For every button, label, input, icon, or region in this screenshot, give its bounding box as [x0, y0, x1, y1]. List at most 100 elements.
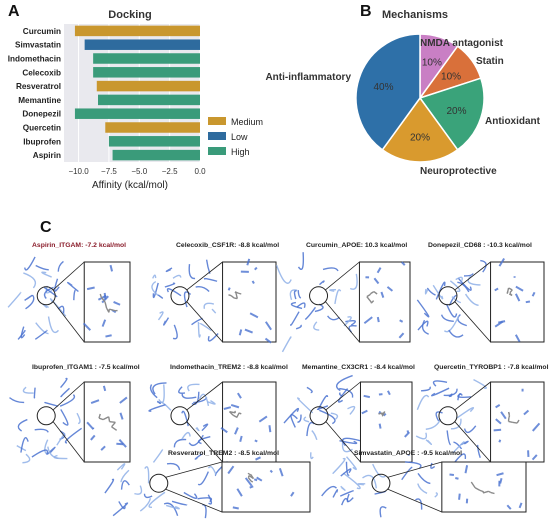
x-tick-label: −7.5: [101, 167, 117, 176]
structure-thumbnail: Indomethacin_TREM2 : -8.8 kcal/mol: [148, 364, 288, 463]
protein-ribbon: [151, 259, 219, 342]
protein-ribbon: [416, 259, 487, 338]
pie-slice: [355, 33, 421, 151]
panel-letter-c: C: [40, 219, 52, 236]
legend-swatch: [208, 117, 226, 125]
zoom-inset: [359, 381, 413, 463]
binding-site-circle: [36, 406, 56, 426]
ligand: [470, 481, 495, 495]
bar: [98, 94, 200, 106]
legend-swatch: [208, 132, 226, 140]
structure-thumbnail: Quercetin_TYROBP1 : -7.8 kcal/mol: [415, 364, 549, 463]
pie-slice-label: Neuroprotective: [420, 166, 497, 177]
pie-percent-label: 20%: [447, 106, 467, 117]
ligand: [99, 293, 118, 313]
legend-label: High: [231, 147, 250, 157]
x-tick-label: −5.0: [131, 167, 147, 176]
y-tick-label: Celecoxib: [22, 68, 61, 77]
structure-label: Indomethacin_TREM2 : -8.8 kcal/mol: [170, 364, 288, 371]
binding-site-circle: [36, 286, 56, 306]
protein-ribbon: [321, 456, 438, 518]
chart-title: Mechanisms: [382, 9, 448, 21]
binding-site-circle: [438, 406, 458, 426]
zoom-inset: [222, 381, 277, 463]
bar: [112, 149, 200, 161]
bar: [105, 122, 200, 133]
zoom-ribbon: [493, 388, 541, 461]
zoom-inset: [222, 261, 277, 343]
ligand: [229, 410, 242, 419]
ligand: [378, 411, 386, 417]
structure-thumbnail: Resveratrol_TREM2 : -8.5 kcal/mol: [104, 450, 311, 519]
zoom-ribbon: [449, 465, 523, 510]
protein-ribbon: [275, 252, 358, 353]
structure-label: Quercetin_TYROBP1 : -7.8 kcal/mol: [434, 364, 549, 371]
ligand: [507, 411, 520, 424]
binding-site-circle: [309, 286, 329, 306]
pie-percent-label: 10%: [422, 57, 442, 68]
bar: [96, 80, 200, 92]
structure-thumbnail: Simvastatin_APOE : -9.5 kcal/mol: [321, 450, 527, 518]
structure-thumbnail: Memantine_CX3CR1 : -8.4 kcal/mol: [283, 364, 415, 475]
panel-letter-a: A: [8, 3, 20, 20]
pie-slice-label: Antioxidant: [485, 116, 541, 127]
mechanisms-pie-chart: Mechanisms 10% NMDA antagonist 10% Statin 20…: [265, 9, 540, 177]
bar: [84, 39, 200, 50]
y-tick-label: Curcumin: [23, 27, 61, 36]
docking-bar-chart: Docking −10.0 −7.5 −5.0 −2.5 0.0 Curcumin Simv…: [8, 9, 263, 191]
structure-thumbnail: Donepezil_CD68 : -10.3 kcal/mol: [416, 242, 545, 343]
binding-site-circle: [170, 286, 190, 306]
pie-slice-label: NMDA antagonist: [420, 38, 504, 49]
y-tick-label: Donepezil: [22, 110, 61, 119]
structure-thumbnail: Celecoxib_CSF1R: -8.8 kcal/mol: [151, 242, 279, 344]
pie-slice-label: Statin: [476, 56, 504, 67]
y-tick-label: Quercetin: [23, 124, 61, 133]
structure-label: Resveratrol_TREM2 : -8.5 kcal/mol: [168, 450, 279, 457]
zoom-ribbon: [220, 392, 272, 461]
structure-thumbnail: Ibuprofen_ITGAM1 : -7.5 kcal/mol: [9, 364, 140, 464]
bar: [93, 53, 200, 64]
bar: [74, 108, 200, 119]
binding-site-circle: [371, 473, 391, 493]
ligand: [247, 472, 255, 483]
zoom-inset: [221, 461, 311, 513]
pie-percent-label: 20%: [410, 132, 430, 143]
pie-slice: [381, 96, 459, 163]
x-tick-label: 0.0: [194, 167, 206, 176]
y-tick-label: Indomethacin: [8, 55, 61, 64]
binding-site-circle: [438, 286, 458, 306]
x-tick-label: −10.0: [68, 167, 89, 176]
zoom-ribbon: [227, 258, 272, 344]
zoom-inset: [83, 381, 131, 463]
pie-slice-label: Anti-inflammatory: [265, 72, 351, 83]
binding-site-circle: [149, 473, 169, 493]
y-tick-label: Memantine: [18, 96, 61, 105]
bar: [74, 25, 200, 37]
structure-label: Memantine_CX3CR1 : -8.4 kcal/mol: [302, 364, 415, 371]
binding-site-circle: [170, 406, 190, 426]
zoom-ribbon: [86, 385, 128, 451]
docking-structures-panel: Aspirin_ITGAM: -7.2 kcal/mol Celecoxib_CS…: [7, 242, 549, 519]
panel-letter-b: B: [360, 3, 372, 20]
legend: Medium Low High: [208, 117, 263, 157]
structure-thumbnail: Curcumin_APOE: 10.3 kcal/mol: [275, 242, 411, 353]
zoom-inset: [441, 461, 527, 513]
pie-percent-label: 10%: [441, 71, 461, 82]
pie-percent-label: 40%: [373, 82, 393, 93]
y-tick-label: Resveratrol: [16, 82, 61, 91]
legend-label: Medium: [231, 117, 263, 127]
x-axis-label: Affinity (kcal/mol): [92, 180, 168, 191]
protein-ribbon: [9, 377, 83, 464]
zoom-ribbon: [494, 257, 536, 343]
bar: [108, 136, 200, 147]
legend-label: Low: [231, 132, 248, 142]
ligand: [506, 287, 513, 297]
zoom-inset: [358, 261, 411, 343]
protein-ribbon: [7, 256, 79, 340]
zoom-ribbon: [363, 261, 406, 339]
chart-title: Docking: [108, 9, 151, 21]
x-tick-label: −2.5: [162, 167, 178, 176]
ligand: [366, 291, 378, 304]
structure-label: Aspirin_ITGAM: -7.2 kcal/mol: [32, 242, 126, 249]
